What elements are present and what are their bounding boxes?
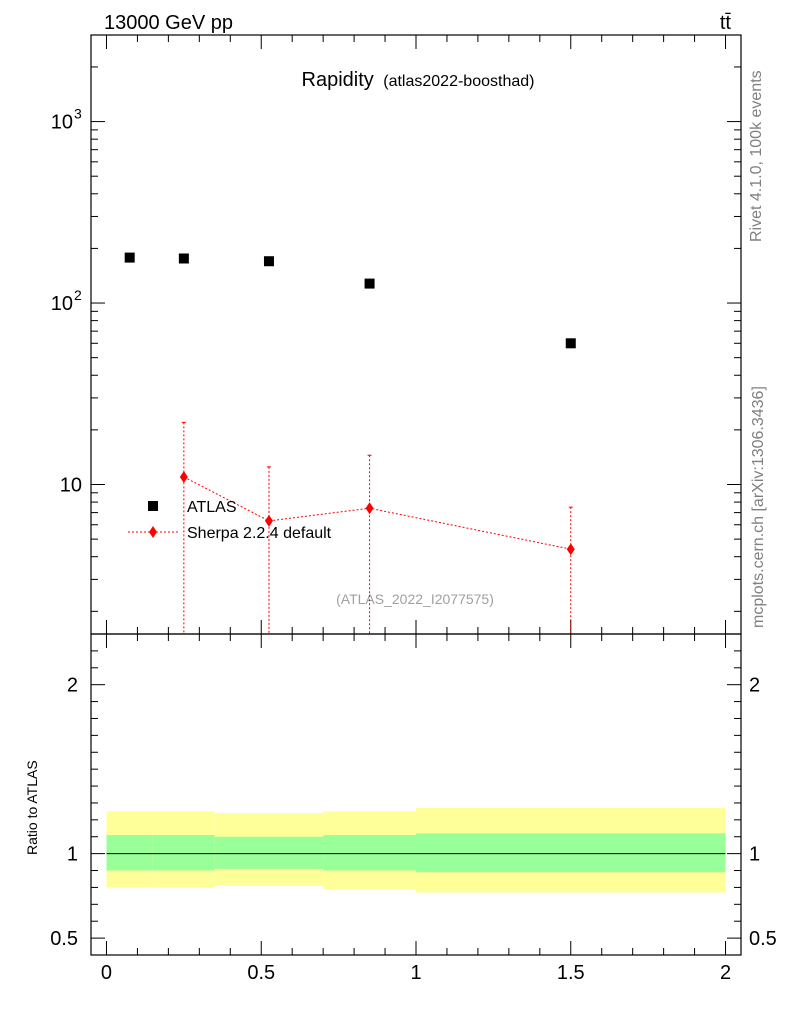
legend-sherpa-label: Sherpa 2.2.4 default [187, 525, 332, 542]
legend-sherpa-marker [149, 526, 157, 538]
legend-atlas-marker [148, 501, 158, 511]
analysis-watermark: (ATLAS_2022_I2077575) [336, 591, 494, 607]
rivet-label: Rivet 4.1.0, 100k events [748, 70, 765, 242]
ratio-y-tick-labels: 0.5 0.5 1 1 2 2 [50, 675, 777, 950]
ratio-y-tick-label-right: 2 [749, 675, 760, 697]
x-tick-label: 2 [720, 962, 731, 984]
ratio-band-inner [214, 836, 324, 869]
energy-label: 13000 GeV pp [104, 12, 233, 34]
ratio-band-inner [106, 835, 153, 871]
chart-title-main: Rapidity [302, 69, 374, 91]
sherpa-point [264, 514, 273, 527]
x-tick-label: 0 [101, 962, 112, 984]
y-tick-label: 10 [51, 293, 73, 315]
ratio-band-inner [416, 833, 726, 873]
ratio-band-inner [152, 835, 215, 871]
y-tick-label: 10 [51, 112, 73, 134]
x-tick-label: 1.5 [557, 962, 585, 984]
sherpa-points [179, 470, 575, 556]
y-tick-label: 10 [60, 474, 82, 496]
ratio-y-axis-label: Ratio to ATLAS [24, 760, 40, 855]
ratio-axis-ticks [91, 634, 741, 955]
ratio-y-tick-label-left: 2 [67, 675, 78, 697]
chart-title-sub: (atlas2022-boosthad) [383, 73, 534, 90]
atlas-point [565, 338, 576, 349]
atlas-point [263, 256, 274, 267]
ratio-y-tick-label-right: 1 [749, 844, 760, 866]
x-tick-labels: 0 0.5 1 1.5 2 [101, 962, 731, 984]
main-axis-ticks [91, 34, 741, 634]
ratio-panel: 0.5 0.5 1 1 2 2 0 0.5 1 1.5 2 Ratio to ATLAS [24, 633, 777, 984]
main-frame [90, 34, 742, 635]
ratio-y-tick-label-left: 1 [67, 844, 78, 866]
legend: ATLAS Sherpa 2.2.4 default [128, 499, 332, 542]
ratio-y-tick-label-right: 0.5 [749, 928, 777, 950]
sherpa-point [365, 502, 374, 515]
y-tick-label-exponent: 2 [74, 287, 82, 303]
ratio-frame [90, 633, 742, 956]
process-label: tt̄ [720, 12, 732, 34]
ratio-band-inner [323, 835, 416, 871]
x-tick-label: 0.5 [247, 962, 275, 984]
atlas-point [178, 253, 189, 264]
x-tick-label: 1 [410, 962, 421, 984]
main-panel: Rapidity (atlas2022-boosthad) (ATLAS_202… [51, 34, 742, 635]
atlas-point [364, 278, 375, 289]
ratio-y-tick-label-left: 0.5 [50, 928, 78, 950]
sherpa-errors [181, 421, 573, 634]
ratio-bands [106, 808, 726, 893]
source-label: mcplots.cern.ch [arXiv:1306.3436] [750, 386, 767, 628]
sherpa-point [179, 470, 188, 483]
sherpa-point [566, 543, 575, 556]
atlas-points [124, 252, 576, 349]
atlas-point [124, 252, 135, 263]
y-tick-label-exponent: 3 [74, 106, 82, 122]
legend-atlas-label: ATLAS [187, 499, 237, 516]
chart-title: Rapidity (atlas2022-boosthad) [302, 69, 535, 91]
